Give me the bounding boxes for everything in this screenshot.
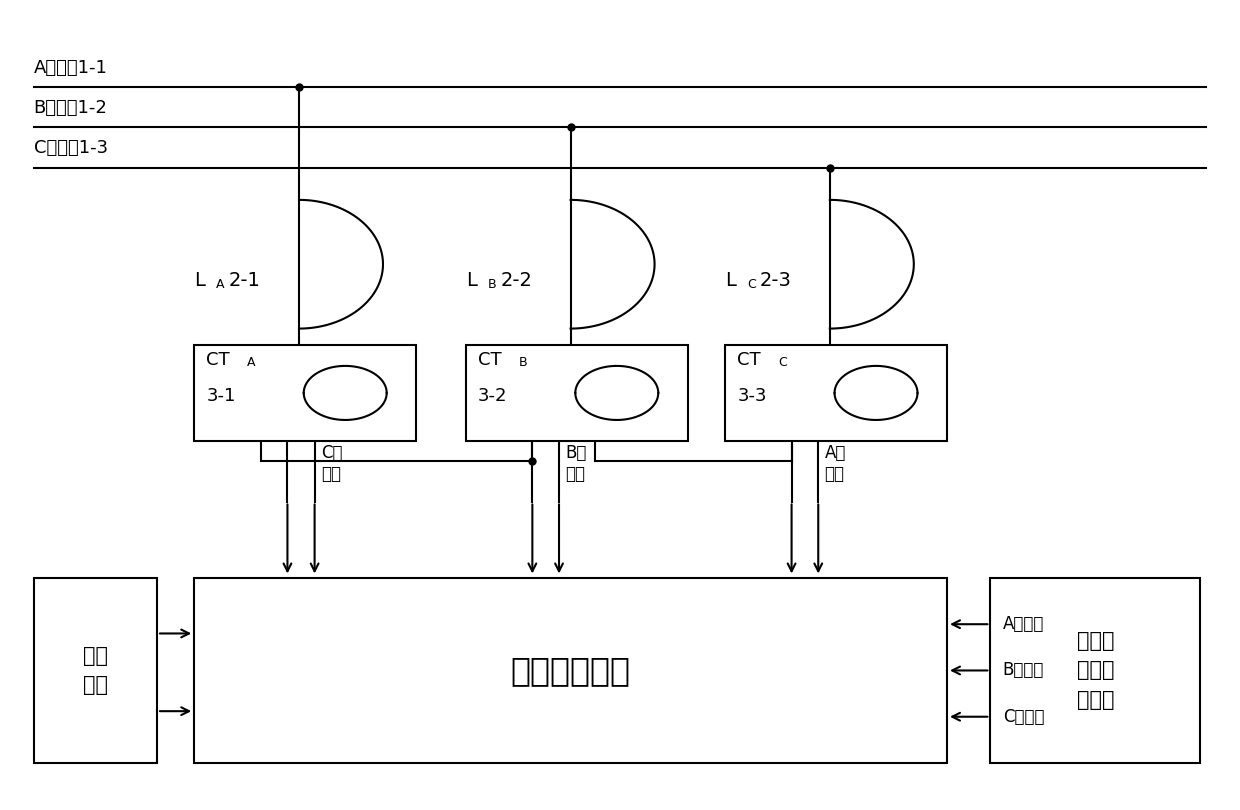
Text: C相
电流: C相 电流 bbox=[321, 444, 342, 483]
Text: CT: CT bbox=[479, 351, 502, 369]
Text: C相电压: C相电压 bbox=[1003, 708, 1044, 726]
Text: B相电压: B相电压 bbox=[1003, 662, 1044, 680]
Bar bbox=[466, 345, 688, 441]
Text: A相电压: A相电压 bbox=[1003, 616, 1044, 633]
Bar bbox=[33, 578, 157, 763]
Bar bbox=[195, 345, 417, 441]
Text: B相
电流: B相 电流 bbox=[565, 444, 587, 483]
Bar bbox=[725, 345, 947, 441]
Bar bbox=[195, 578, 947, 763]
Text: 2-2: 2-2 bbox=[500, 271, 532, 290]
Text: A相母线1-1: A相母线1-1 bbox=[33, 59, 108, 77]
Text: B: B bbox=[487, 278, 496, 291]
Text: 计量或
继电保
护系统: 计量或 继电保 护系统 bbox=[1076, 631, 1114, 710]
Text: 2-3: 2-3 bbox=[759, 271, 791, 290]
Text: 3-2: 3-2 bbox=[479, 387, 507, 405]
Text: A: A bbox=[247, 356, 255, 369]
Text: C: C bbox=[777, 356, 786, 369]
Text: 直流
电源: 直流 电源 bbox=[83, 646, 108, 695]
Text: 3-3: 3-3 bbox=[738, 387, 766, 405]
Text: A相
电流: A相 电流 bbox=[825, 444, 846, 483]
Text: A: A bbox=[216, 278, 224, 291]
Text: B: B bbox=[518, 356, 527, 369]
Text: 2-1: 2-1 bbox=[228, 271, 260, 290]
Bar bbox=[991, 578, 1200, 763]
Text: 3-1: 3-1 bbox=[207, 387, 236, 405]
Text: C相母线1-3: C相母线1-3 bbox=[33, 139, 108, 157]
Text: CT: CT bbox=[207, 351, 231, 369]
Text: L: L bbox=[466, 271, 476, 290]
Text: L: L bbox=[195, 271, 205, 290]
Text: C: C bbox=[748, 278, 756, 291]
Text: L: L bbox=[725, 271, 735, 290]
Text: 在线监测系统: 在线监测系统 bbox=[511, 654, 631, 687]
Text: B相母线1-2: B相母线1-2 bbox=[33, 99, 108, 117]
Text: CT: CT bbox=[738, 351, 761, 369]
